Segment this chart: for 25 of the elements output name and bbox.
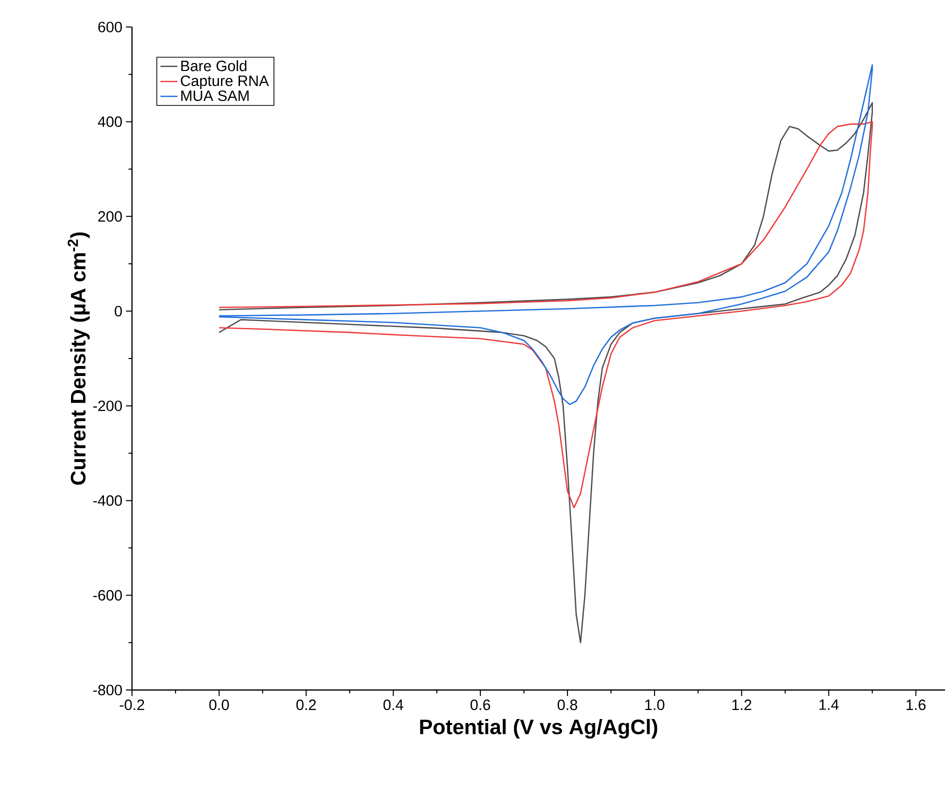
x-tick-label: 1.0 — [645, 700, 664, 710]
x-tick-label: 1.6 — [906, 700, 926, 710]
y-tick-label: -200 — [93, 400, 122, 412]
x-tick-label: 0.6 — [470, 700, 490, 710]
y-axis-title: Current Density (μA cm$^{-2}$) — [68, 232, 90, 485]
y-tick-label: 0 — [114, 306, 122, 316]
y-tick-label: 600 — [98, 22, 122, 32]
x-tick-label: 1.4 — [819, 700, 839, 710]
x-tick-label: -0.2 — [120, 700, 144, 710]
x-tick-label: 0.0 — [209, 700, 229, 710]
x-tick-label: 0.2 — [296, 700, 316, 710]
x-tick-label: 1.2 — [732, 700, 752, 710]
y-tick-label: -800 — [93, 684, 122, 696]
legend-label: MUA SAM — [181, 90, 249, 102]
y-tick-label: -400 — [93, 495, 122, 506]
x-axis-title: Potential (V vs Ag/AgCl) — [420, 718, 658, 739]
line-series — [218, 102, 873, 644]
line-series — [218, 121, 873, 508]
x-tick-label: 0.8 — [558, 700, 578, 710]
y-tick-label: -600 — [93, 590, 122, 601]
legend-label: Bare Gold — [181, 60, 246, 72]
legend-label: Capture RNA — [180, 76, 269, 90]
y-tick-label: 400 — [98, 116, 122, 127]
x-tick-label: 0.4 — [383, 700, 404, 710]
y-tick-label: 200 — [98, 211, 122, 222]
